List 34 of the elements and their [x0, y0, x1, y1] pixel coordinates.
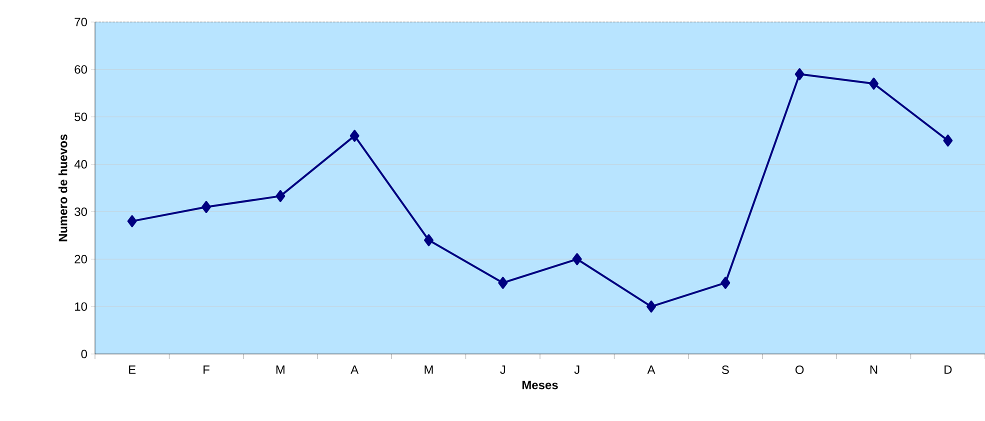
point	[869, 78, 879, 90]
y-tick-label: 50	[74, 112, 88, 122]
y-tick-label: 10	[75, 302, 88, 311]
x-tick-label: N	[870, 366, 878, 374]
x-tick-label: J	[500, 366, 506, 374]
x-tick-label: E	[129, 366, 136, 374]
point	[424, 234, 434, 246]
x-tick-label: D	[944, 366, 952, 374]
y-axis-title: Numero de huevos	[58, 134, 68, 242]
x-tick-label: S	[722, 366, 729, 374]
x-tick-label: O	[795, 366, 804, 374]
point	[646, 300, 656, 313]
x-tick-label: A	[350, 366, 359, 374]
point	[202, 200, 212, 213]
y-tick-label: 60	[74, 65, 88, 74]
y-tick-label: 70	[74, 18, 88, 26]
x-tick-label: F	[204, 366, 210, 374]
point	[350, 130, 360, 142]
x-tick-label: J	[574, 366, 580, 374]
x-tick-label: M	[276, 366, 284, 374]
x-tick-label: M	[424, 366, 433, 374]
x-tick-label: A	[647, 366, 656, 374]
point	[498, 276, 508, 289]
y-tick-label: 0	[81, 350, 88, 358]
y-tick-label: 30	[74, 207, 88, 216]
y-tick-label: 20	[74, 254, 88, 264]
point	[276, 190, 286, 202]
point	[943, 134, 953, 147]
point	[794, 68, 804, 80]
point	[127, 215, 137, 228]
point	[720, 276, 730, 289]
y-tick-label: 40	[74, 160, 88, 169]
x-axis-title: Meses	[522, 380, 558, 390]
point	[572, 253, 582, 266]
